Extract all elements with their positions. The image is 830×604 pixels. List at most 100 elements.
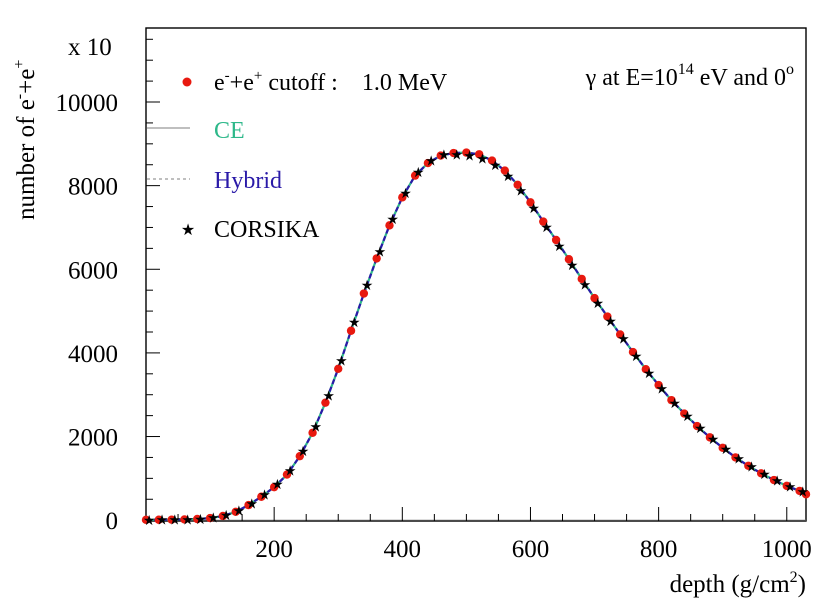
data-point-cutoff bbox=[654, 380, 663, 390]
data-point-corsika: ★ bbox=[604, 315, 617, 330]
data-point-cutoff bbox=[346, 326, 356, 335]
data-point-corsika: ★ bbox=[284, 464, 297, 479]
data-point-corsika: ★ bbox=[233, 505, 246, 520]
data-point-cutoff bbox=[756, 469, 766, 478]
series-line-ce bbox=[145, 151, 807, 521]
data-point-corsika: ★ bbox=[668, 397, 681, 412]
data-point-corsika: ★ bbox=[348, 316, 361, 331]
data-point-cutoff bbox=[539, 217, 548, 226]
data-point-cutoff bbox=[782, 481, 791, 491]
data-point-cutoff bbox=[218, 511, 228, 521]
data-point-corsika: ★ bbox=[771, 474, 784, 489]
data-point-corsika: ★ bbox=[463, 150, 476, 165]
data-point-corsika: ★ bbox=[245, 497, 258, 512]
data-point-cutoff bbox=[718, 443, 727, 453]
y-axis-label-sup1: - bbox=[11, 94, 28, 99]
legend: e-+e+ cutoff : 1.0 MeV CE Hybrid ★ CORSI… bbox=[147, 68, 448, 243]
legend-label-cutoff: e-+e+ cutoff : 1.0 MeV bbox=[214, 68, 448, 96]
y-axis-label-main: number of e bbox=[13, 99, 40, 220]
data-point-corsika: ★ bbox=[656, 382, 669, 397]
data-point-corsika: ★ bbox=[258, 489, 271, 504]
legend-cutoff-mid: +e bbox=[230, 70, 254, 96]
data-point-cutoff bbox=[410, 171, 420, 180]
data-point-cutoff bbox=[500, 166, 510, 175]
data-point-corsika: ★ bbox=[617, 333, 630, 348]
y-minor-ticks bbox=[146, 38, 153, 500]
data-point-corsika: ★ bbox=[143, 514, 156, 529]
data-point-corsika: ★ bbox=[553, 240, 566, 255]
data-point-corsika: ★ bbox=[476, 152, 489, 167]
data-point-corsika: ★ bbox=[425, 155, 438, 170]
y-tick-label: 6000 bbox=[68, 257, 118, 284]
data-point-cutoff bbox=[295, 451, 304, 461]
data-point-corsika: ★ bbox=[566, 259, 579, 274]
legend-label-corsika: CORSIKA bbox=[214, 217, 320, 243]
legend-marker-star: ★ bbox=[181, 222, 195, 239]
data-point-cutoff bbox=[513, 180, 522, 190]
data-point-cutoff bbox=[308, 428, 317, 437]
data-point-cutoff bbox=[577, 274, 586, 284]
x-tick-labels: 200 400 600 800 1000 bbox=[255, 536, 811, 563]
data-point-corsika: ★ bbox=[374, 245, 387, 260]
data-point-cutoff bbox=[801, 490, 811, 499]
data-point-cutoff bbox=[475, 150, 484, 159]
y-tick-label: 10000 bbox=[56, 90, 119, 117]
x-axis-label-main: depth (g/cm bbox=[670, 571, 791, 598]
data-point-corsika: ★ bbox=[758, 468, 771, 483]
data-point-corsika: ★ bbox=[720, 443, 733, 458]
data-point-cutoff bbox=[334, 364, 343, 373]
data-point-cutoff bbox=[487, 156, 497, 165]
annotation: γ at E=1014 eV and 0o bbox=[585, 61, 794, 91]
legend-marker-circle bbox=[182, 77, 192, 87]
data-point-corsika: ★ bbox=[194, 513, 207, 528]
x-tick-label: 400 bbox=[384, 536, 422, 563]
data-point-cutoff bbox=[667, 395, 676, 405]
y-axis-label: number of e-+e+ bbox=[11, 60, 40, 220]
series-points: ★ ★ ★ ★ ★ ★ ★ ★ ★★★★★★★★★★★★★★★ ★ ★ ★ ★ ★★★★★★★★★★★★★… bbox=[141, 148, 811, 529]
data-point-cutoff bbox=[231, 507, 240, 517]
data-point-corsika: ★ bbox=[591, 297, 604, 312]
data-point-corsika: ★ bbox=[707, 433, 720, 448]
x-tick-label: 600 bbox=[512, 536, 550, 563]
data-point-corsika: ★ bbox=[297, 445, 310, 460]
data-point-corsika: ★ bbox=[271, 478, 284, 493]
x-tick-label: 800 bbox=[640, 536, 678, 563]
data-point-cutoff bbox=[564, 255, 574, 264]
data-point-cutoff bbox=[551, 235, 561, 245]
data-point-corsika: ★ bbox=[156, 514, 169, 529]
data-point-cutoff bbox=[590, 293, 599, 303]
data-point-corsika: ★ bbox=[745, 461, 758, 476]
data-point-cutoff bbox=[359, 289, 369, 298]
data-point-cutoff bbox=[449, 148, 458, 158]
data-point-corsika: ★ bbox=[399, 187, 412, 202]
data-point-cutoff bbox=[769, 475, 779, 485]
legend-cutoff-base: e bbox=[214, 70, 225, 96]
x-axis-label-close: ) bbox=[798, 571, 806, 598]
data-point-cutoff bbox=[705, 433, 715, 442]
data-point-cutoff bbox=[154, 515, 164, 524]
series-line-hybrid bbox=[145, 151, 807, 521]
legend-label-ce: CE bbox=[214, 118, 245, 144]
data-point-corsika: ★ bbox=[515, 185, 528, 200]
data-point-cutoff bbox=[692, 421, 702, 431]
data-point-cutoff bbox=[205, 513, 215, 523]
legend-cutoff-rest: cutoff : 1.0 MeV bbox=[262, 70, 448, 96]
data-point-cutoff bbox=[372, 254, 381, 263]
data-point-corsika: ★ bbox=[181, 513, 194, 528]
data-point-corsika: ★ bbox=[630, 350, 643, 365]
data-point-cutoff bbox=[269, 482, 279, 492]
data-point-corsika: ★ bbox=[438, 149, 451, 164]
data-point-cutoff bbox=[193, 514, 202, 524]
data-point-corsika: ★ bbox=[169, 514, 182, 529]
data-point-corsika: ★ bbox=[322, 390, 335, 405]
x-major-ticks bbox=[273, 507, 788, 521]
data-point-corsika: ★ bbox=[527, 202, 540, 217]
plot-frame bbox=[145, 27, 807, 522]
y-tick-label: 2000 bbox=[68, 425, 118, 452]
data-point-cutoff bbox=[744, 461, 753, 471]
data-point-corsika: ★ bbox=[450, 148, 463, 163]
annotation-sup: 14 bbox=[678, 61, 694, 78]
data-point-corsika: ★ bbox=[784, 481, 797, 496]
annotation-pre: γ at E=10 bbox=[585, 65, 678, 91]
